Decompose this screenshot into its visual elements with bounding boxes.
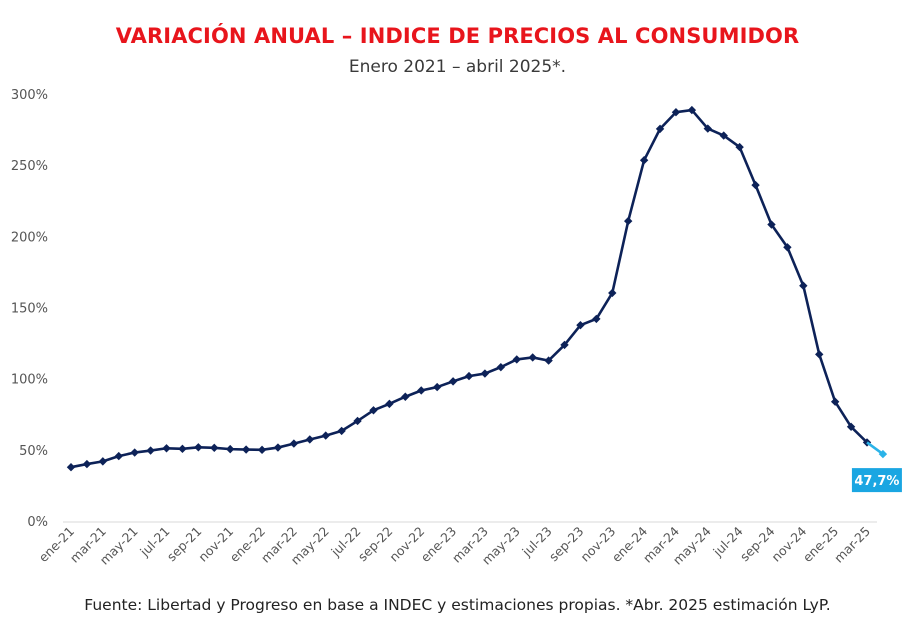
data-point xyxy=(385,399,394,409)
x-tick-label: mar-25 xyxy=(831,524,873,566)
y-axis: 0% 50% 100% 150% 200% 250% 300% xyxy=(11,88,48,530)
data-point xyxy=(592,314,601,324)
y-tick-label: 150% xyxy=(11,302,48,317)
data-point xyxy=(130,448,139,457)
y-tick-label: 0% xyxy=(27,515,48,530)
data-point xyxy=(98,457,108,466)
data-point xyxy=(528,353,537,362)
data-point xyxy=(432,382,442,392)
data-point xyxy=(194,443,203,452)
series-main xyxy=(66,105,872,472)
data-point xyxy=(146,446,155,455)
data-point xyxy=(735,142,744,152)
data-point xyxy=(66,463,76,472)
data-point xyxy=(369,406,378,415)
data-point xyxy=(767,220,776,229)
data-point xyxy=(82,459,92,469)
y-tick-label: 250% xyxy=(11,159,48,174)
data-point xyxy=(178,444,187,454)
line-chart: 0% 50% 100% 150% 200% 250% 300% ene-21mar-21ma… xyxy=(11,88,902,568)
y-tick-label: 300% xyxy=(11,88,48,103)
data-point xyxy=(480,369,490,378)
data-point xyxy=(799,281,808,290)
series-estimate xyxy=(866,441,888,459)
data-point xyxy=(114,451,123,461)
estimate-line xyxy=(866,441,884,456)
source-note: Fuente: Libertad y Progreso en base a IN… xyxy=(84,596,831,614)
data-point xyxy=(671,108,681,117)
data-point xyxy=(273,443,283,452)
data-point xyxy=(353,416,362,426)
data-point xyxy=(257,445,267,455)
data-point xyxy=(321,431,330,440)
data-point xyxy=(464,371,474,381)
data-point xyxy=(401,392,410,401)
data-point xyxy=(210,443,219,453)
data-point xyxy=(305,435,314,444)
data-point xyxy=(448,377,458,386)
y-tick-label: 100% xyxy=(11,373,48,388)
data-point xyxy=(512,355,521,364)
data-point xyxy=(655,124,665,134)
y-tick-label: 50% xyxy=(19,444,48,459)
data-point xyxy=(226,444,235,454)
data-point xyxy=(608,288,617,298)
estimate-point xyxy=(878,449,888,459)
data-point xyxy=(417,386,426,395)
data-labels: 47,7% xyxy=(851,468,902,493)
data-label: 47,7% xyxy=(854,474,899,489)
chart-title: VARIACIÓN ANUAL – INDICE DE PRECIOS AL C… xyxy=(115,24,800,48)
data-point xyxy=(162,444,171,453)
data-point xyxy=(289,439,299,448)
data-label-box xyxy=(851,468,902,493)
data-point xyxy=(703,124,712,133)
y-tick-label: 200% xyxy=(11,230,48,245)
data-point xyxy=(687,105,697,115)
series-line xyxy=(70,108,868,469)
x-axis: ene-21mar-21may-21jul-21sep-21nov-21ene-… xyxy=(36,523,874,567)
data-point xyxy=(639,155,649,165)
data-point xyxy=(830,397,840,406)
data-point xyxy=(846,422,856,431)
data-point xyxy=(815,350,824,359)
chart-subtitle: Enero 2021 – abril 2025*. xyxy=(348,57,567,77)
data-point xyxy=(560,340,569,350)
data-point xyxy=(719,131,728,140)
data-point xyxy=(496,362,506,372)
data-point xyxy=(337,426,346,436)
data-point xyxy=(576,320,585,330)
data-point xyxy=(624,216,633,226)
data-point xyxy=(241,445,251,454)
data-point xyxy=(751,180,760,190)
data-point xyxy=(783,243,792,252)
data-point xyxy=(544,356,553,365)
